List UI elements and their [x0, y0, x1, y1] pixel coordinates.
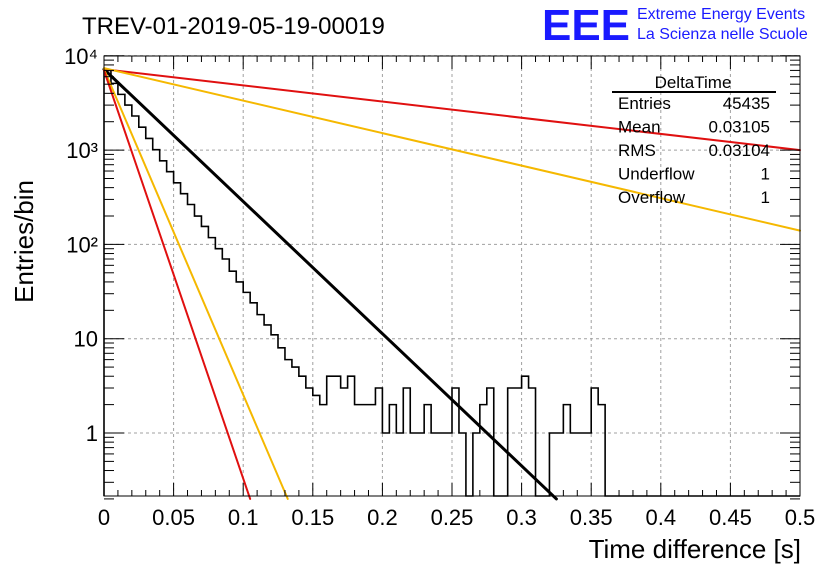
stats-value: 0.03105	[709, 118, 770, 137]
x-tick-label: 0.3	[506, 505, 537, 530]
logo-line-1: Extreme Energy Events	[637, 6, 805, 23]
stats-label: Underflow	[618, 165, 695, 184]
x-tick-label: 0.5	[785, 505, 816, 530]
y-tick-label: 10	[74, 327, 98, 352]
x-tick-label: 0.05	[152, 505, 195, 530]
x-tick-label: 0.35	[570, 505, 613, 530]
stats-label: Entries	[618, 94, 671, 113]
exponential-line	[103, 68, 801, 152]
exponential-line	[103, 69, 252, 500]
stats-value: 1	[761, 165, 770, 184]
stats-label: Overflow	[618, 188, 686, 207]
stats-title: DeltaTime	[655, 73, 732, 92]
exponential-line	[103, 68, 289, 500]
x-tick-label: 0	[98, 505, 110, 530]
y-axis-label: Entries/bin	[9, 180, 39, 303]
x-tick-label: 0.25	[431, 505, 474, 530]
chart-title: TREV-01-2019-05-19-00019	[82, 13, 385, 40]
fit-line	[102, 67, 558, 501]
logo-line-2: La Scienza nelle Scuole	[637, 26, 808, 43]
stats-value: 45435	[723, 94, 770, 113]
y-tick-label: 10³	[66, 138, 98, 163]
exponential-line	[103, 67, 801, 232]
stats-box: DeltaTime Entries 45435 Mean 0.03105 RMS 0.03…	[612, 73, 776, 207]
stats-value: 1	[761, 188, 770, 207]
y-tick-label: 10⁴	[64, 44, 98, 69]
x-axis: 0 0.05 0.1 0.15 0.2 0.25 0.3 0.35 0.4 0.45 0.5	[98, 56, 815, 530]
x-tick-label: 0.4	[646, 505, 677, 530]
y-axis: 1 10 10² 10³ 10⁴	[64, 44, 800, 500]
stats-value: 0.03104	[709, 141, 770, 160]
x-tick-label: 0.1	[228, 505, 259, 530]
x-tick-label: 0.15	[291, 505, 334, 530]
stats-label: Mean	[618, 118, 661, 137]
stats-label: RMS	[618, 141, 656, 160]
x-tick-label: 0.45	[709, 505, 752, 530]
stats-rows: Entries 45435 Mean 0.03105 RMS 0.03104 Underfl…	[618, 94, 770, 207]
y-tick-label: 1	[86, 421, 98, 446]
x-axis-label: Time difference [s]	[589, 534, 801, 564]
eee-logo: EEE Extreme Energy Events La Scienza nel…	[542, 1, 808, 50]
y-tick-label: 10²	[66, 232, 98, 257]
fit-lines	[102, 67, 801, 501]
logo-mark: EEE	[542, 1, 630, 50]
x-tick-label: 0.2	[367, 505, 398, 530]
